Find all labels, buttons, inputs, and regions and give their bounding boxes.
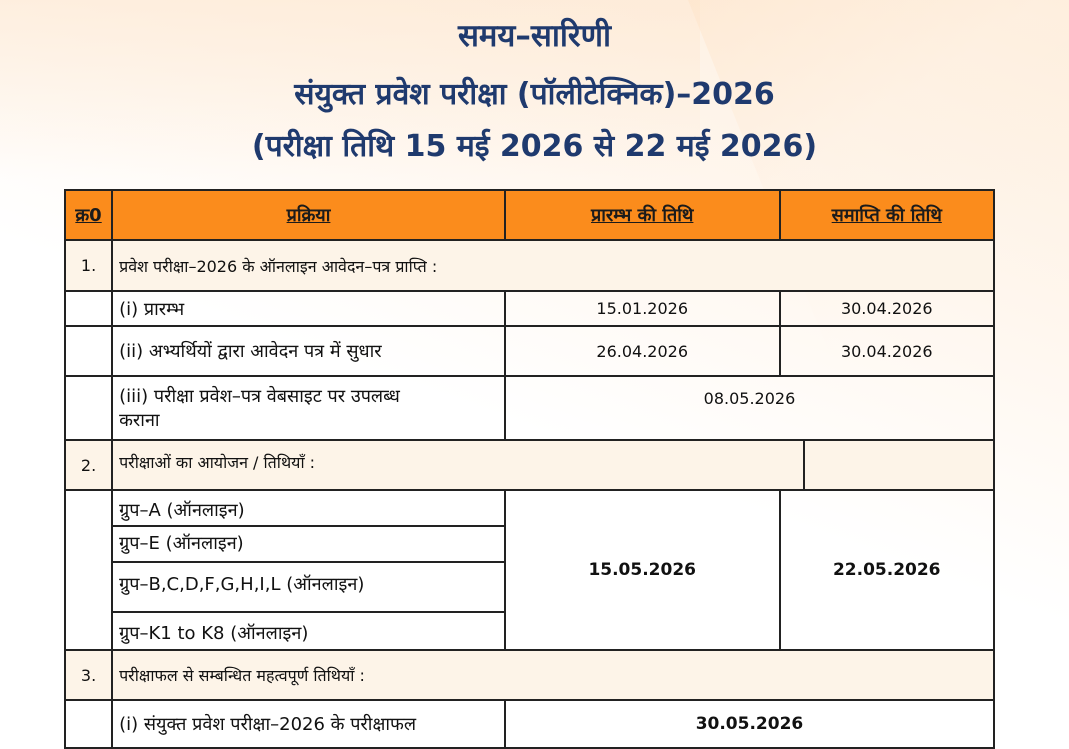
row-label: (ii) अभ्यर्थियों द्वारा आवेदन पत्र में स… — [111, 325, 506, 377]
table-row: (i) संयुक्त प्रवेश परीक्षा–2026 के परीक्… — [63, 699, 996, 749]
schedule-table: क्र0 प्रक्रिया प्रारम्भ की तिथि समाप्ति … — [63, 189, 996, 749]
exam-groups-row: ग्रुप–A (ऑनलाइन) ग्रुप–E (ऑनलाइन) ग्रुप–… — [63, 489, 995, 651]
header-end-date: समाप्ति की तिथि — [778, 189, 995, 241]
section-3-title: परीक्षाफल से सम्बन्धित महत्वपूर्ण तिथिया… — [111, 649, 995, 701]
exam-title: संयुक्त प्रवेश परीक्षा (पॉलीटेक्निक)–202… — [294, 77, 775, 112]
header-sno: क्र0 — [63, 189, 114, 241]
section-2-number: 2. — [63, 439, 114, 491]
exam-start-date: 15.05.2026 — [503, 489, 781, 651]
section-3-row: 3. परीक्षाफल से सम्बन्धित महत्वपूर्ण तिथ… — [63, 649, 995, 701]
admit-card-date: 08.05.2026 — [503, 375, 996, 441]
row-label: (iii) परीक्षा प्रवेश–पत्र वेबसाइट पर उपल… — [111, 375, 506, 441]
section-3-number: 3. — [63, 649, 114, 701]
header-start-date: प्रारम्भ की तिथि — [503, 189, 781, 241]
group-item: ग्रुप–K1 to K8 (ऑनलाइन) — [119, 623, 309, 644]
table-row: (iii) परीक्षा प्रवेश–पत्र वेबसाइट पर उपल… — [63, 375, 996, 441]
start-date: 15.01.2026 — [503, 290, 781, 327]
row-label-line-1: (iii) परीक्षा प्रवेश–पत्र वेबसाइट पर उपल… — [119, 386, 400, 407]
end-date: 30.04.2026 — [778, 325, 995, 377]
section-2-row: 2. परीक्षाओं का आयोजन / तिथियाँ : — [63, 439, 996, 491]
row-label: (i) प्रारम्भ — [111, 290, 506, 327]
exam-end-date: 22.05.2026 — [778, 489, 995, 651]
page-title: समय–सारिणी — [457, 18, 612, 54]
header-process: प्रक्रिया — [111, 189, 506, 241]
section-1-title: प्रवेश परीक्षा–2026 के ऑनलाइन आवेदन–पत्र… — [111, 239, 995, 292]
start-date: 26.04.2026 — [503, 325, 781, 377]
table-row: (ii) अभ्यर्थियों द्वारा आवेदन पत्र में स… — [63, 325, 995, 377]
section-1-number: 1. — [63, 239, 114, 292]
table-row: (i) प्रारम्भ 15.01.2026 30.04.2026 — [63, 290, 995, 327]
exam-groups: ग्रुप–A (ऑनलाइन) ग्रुप–E (ऑनलाइन) ग्रुप–… — [111, 489, 506, 651]
row-label: (i) संयुक्त प्रवेश परीक्षा–2026 के परीक्… — [111, 699, 506, 749]
group-item: ग्रुप–E (ऑनलाइन) — [113, 527, 504, 563]
group-item: ग्रुप–A (ऑनलाइन) — [113, 491, 504, 527]
section-1-row: 1. प्रवेश परीक्षा–2026 के ऑनलाइन आवेदन–प… — [63, 239, 995, 292]
table-header-row: क्र0 प्रक्रिया प्रारम्भ की तिथि समाप्ति … — [63, 189, 995, 241]
end-date: 30.04.2026 — [778, 290, 995, 327]
result-date: 30.05.2026 — [503, 699, 996, 749]
group-item: ग्रुप–B,C,D,F,G,H,I,L (ऑनलाइन) — [113, 563, 504, 613]
exam-dates-subtitle: (परीक्षा तिथि 15 मई 2026 से 22 मई 2026) — [251, 129, 818, 164]
section-2-title: परीक्षाओं का आयोजन / तिथियाँ : — [111, 439, 805, 491]
row-label-line-2: कराना — [119, 410, 160, 431]
